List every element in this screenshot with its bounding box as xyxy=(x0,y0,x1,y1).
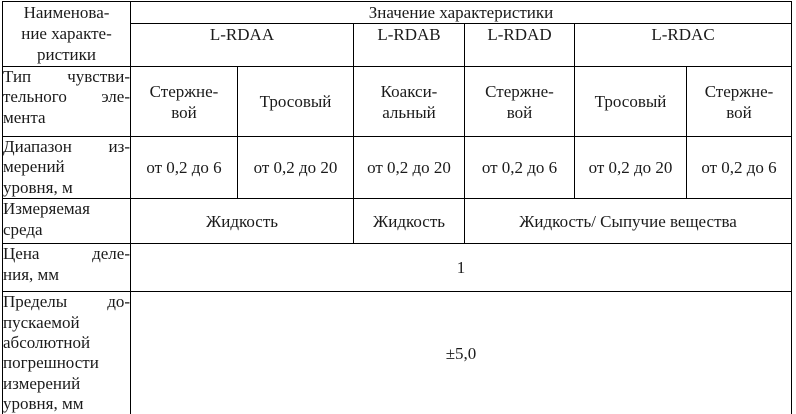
label-line: абсолютной xyxy=(3,333,91,353)
label-line: Измеряемая xyxy=(3,199,90,219)
label-line: Пределы до- xyxy=(3,292,130,313)
row-measuring-range: Диапазон из- мерений уровня, м от 0,2 до… xyxy=(2,135,793,200)
label-line: Тип чувстви- xyxy=(3,67,130,88)
label-line: измерений xyxy=(3,373,81,393)
cell-division-label: Цена деле- ния, мм xyxy=(2,243,131,293)
name-header-line: ристики xyxy=(36,45,97,64)
cell-sensor-type: Стержне- вой xyxy=(130,66,238,137)
name-header-line: ние характе- xyxy=(21,24,112,43)
label-line: погрешности xyxy=(3,353,99,373)
cell-model-l-rdaa: L-RDAA xyxy=(130,23,354,67)
row-sensor-type: Тип чувстви- тельного эле- мента Стержне… xyxy=(2,66,793,137)
header-row-2: L-RDAA L-RDAB L-RDAD L-RDAC xyxy=(3,23,793,67)
label-word: до- xyxy=(107,292,130,312)
cell-range-value: от 0,2 до 6 xyxy=(130,135,238,200)
cell-sensor-type: Тросовый xyxy=(574,66,687,137)
cell-limits-value: ±5,0 xyxy=(129,291,793,414)
cell-medium-value: Жидкость xyxy=(130,198,354,245)
header-row-1: Наименова- ние характе- ристики Значение… xyxy=(2,1,793,67)
row-measured-medium: Измеряемая среда Жидкость Жидкость Жидко… xyxy=(2,198,793,245)
label-word: из- xyxy=(108,137,130,156)
cell-medium-value: Жидкость xyxy=(353,198,465,245)
label-word: деле- xyxy=(92,244,130,264)
label-word: Тип xyxy=(3,67,32,87)
label-line: уровня, мм xyxy=(3,394,84,414)
cell-sensor-type: Стержне- вой xyxy=(464,66,575,137)
cell-range-value: от 0,2 до 6 xyxy=(464,135,575,200)
cell-model-l-rdac: L-RDAC xyxy=(573,23,793,67)
cell-model-l-rdad: L-RDAD xyxy=(464,23,575,67)
label-word: эле- xyxy=(101,87,130,107)
label-line: мента xyxy=(3,107,46,127)
cell-division-value: 1 xyxy=(129,243,793,293)
label-line: ния, мм xyxy=(3,264,60,284)
cell-sensor-type-label: Тип чувстви- тельного эле- мента xyxy=(2,66,131,137)
cell-sensor-type: Тросовый xyxy=(237,66,354,137)
cell-range-value: от 0,2 до 6 xyxy=(685,135,793,200)
label-line: Диапазон из- xyxy=(3,137,130,158)
name-header-line: Наименова- xyxy=(23,3,110,22)
label-word: чувстви- xyxy=(67,67,130,87)
cell-range-value: от 0,2 до 20 xyxy=(574,135,687,200)
cell-value-header: Значение характеристики xyxy=(129,1,793,24)
row-scale-division: Цена деле- ния, мм 1 xyxy=(2,243,793,293)
label-word: Пределы xyxy=(3,292,68,312)
cell-range-value: от 0,2 до 20 xyxy=(353,135,465,200)
cell-sensor-type: Коакси- альный xyxy=(353,66,465,137)
cell-medium-value: Жидкость/ Сыпучие вещества xyxy=(463,198,793,245)
cell-model-l-rdab: L-RDAB xyxy=(353,23,465,67)
label-word: тельного xyxy=(3,87,67,107)
label-word: Цена xyxy=(3,244,40,264)
label-line: уровня, м xyxy=(3,177,73,197)
cell-limits-label: Пределы до- пускаемой абсолютной погрешн… xyxy=(2,291,131,414)
label-line: пускаемой xyxy=(3,312,80,332)
label-word: Диапазон xyxy=(3,137,72,156)
cell-sensor-type: Стержне- вой xyxy=(685,66,793,137)
cell-name-header: Наименова- ние характе- ристики xyxy=(2,1,131,67)
label-line: тельного эле- xyxy=(3,87,130,107)
cell-range-label: Диапазон из- мерений уровня, м xyxy=(2,135,131,200)
row-error-limits: Пределы до- пускаемой абсолютной погрешн… xyxy=(2,291,793,414)
cell-medium-label: Измеряемая среда xyxy=(2,198,131,245)
cell-range-value: от 0,2 до 20 xyxy=(237,135,354,200)
label-line: среда xyxy=(3,219,43,239)
label-line: Цена деле- xyxy=(3,244,130,265)
label-line: мерений xyxy=(3,157,65,177)
